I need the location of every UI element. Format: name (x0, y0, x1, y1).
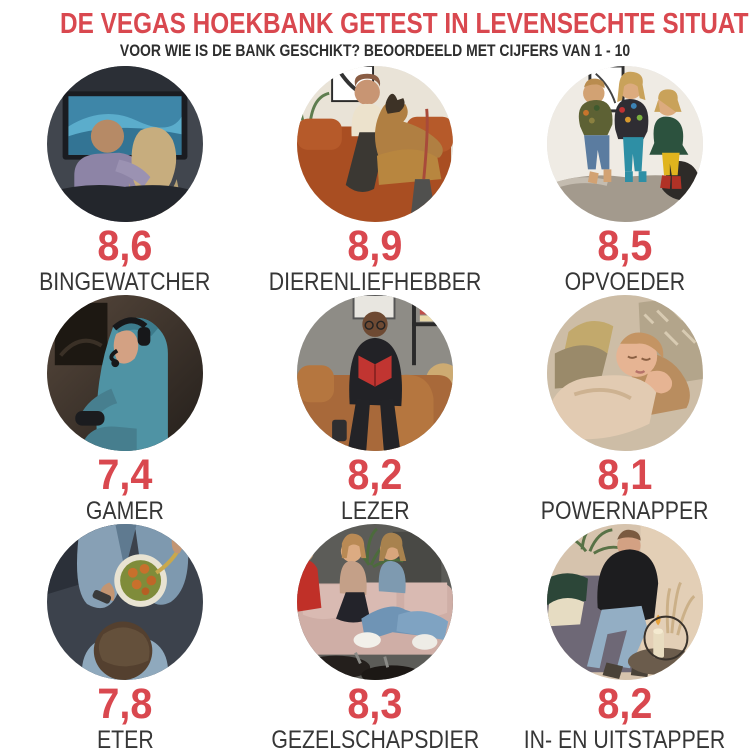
card-label: LEZER (340, 496, 410, 525)
photo-man-reading (297, 295, 453, 452)
score-value: 8,1 (597, 451, 653, 500)
card-label: OPVOEDER (564, 267, 686, 296)
score-value: 8,2 (597, 680, 653, 729)
card-label: GAMER (86, 496, 164, 525)
card-label: GEZELSCHAPSDIER (271, 725, 479, 750)
score-value: 7,4 (97, 451, 153, 500)
card-label: ETER (96, 725, 154, 750)
score-value: 8,2 (347, 451, 403, 500)
photo-man-eating (46, 524, 203, 681)
card-gezelschapsdier: 8,3 GEZELSCHAPSDIER (250, 524, 500, 750)
card-powernapper: 8,1 POWERNAPPER (500, 295, 750, 524)
card-bingewatcher: 8,6 BINGEWATCHER (0, 66, 250, 295)
card-opvoeder: 8,5 OPVOEDER (500, 66, 750, 295)
card-lezer: 8,2 LEZER (250, 295, 500, 524)
score-value: 8,6 (97, 222, 153, 271)
photo-couple-watching-tv (46, 66, 203, 223)
page-title: DE VEGAS HOEKBANK GETEST IN LEVENSECHTE … (60, 8, 750, 40)
page-subtitle: VOOR WIE IS DE BANK GESCHIKT? BEOORDEELD… (119, 41, 631, 61)
ratings-grid: 8,6 BINGEWATCHER (0, 66, 750, 750)
card-label: POWERNAPPER (541, 496, 709, 525)
card-in-en-uitstapper: 8,2 IN- EN UITSTAPPER (500, 524, 750, 750)
card-label: IN- EN UITSTAPPER (524, 725, 726, 750)
photo-friends-on-sofa (297, 524, 453, 681)
photo-man-gaming (46, 295, 203, 452)
photo-woman-with-dogs (297, 66, 453, 223)
card-label: BINGEWATCHER (39, 267, 211, 296)
header: DE VEGAS HOEKBANK GETEST IN LEVENSECHTE … (0, 0, 750, 61)
score-value: 8,9 (347, 222, 403, 271)
card-dierenliefhebber: 8,9 DIERENLIEFHEBBER (250, 66, 500, 295)
score-value: 8,5 (597, 222, 653, 271)
photo-woman-napping (547, 295, 704, 452)
score-value: 8,3 (347, 680, 403, 729)
card-eter: 7,8 ETER (0, 524, 250, 750)
score-value: 7,8 (97, 680, 153, 729)
card-gamer: 7,4 GAMER (0, 295, 250, 524)
photo-children-jumping (547, 66, 704, 223)
photo-man-getting-up (547, 524, 704, 681)
card-label: DIERENLIEFHEBBER (268, 267, 482, 296)
